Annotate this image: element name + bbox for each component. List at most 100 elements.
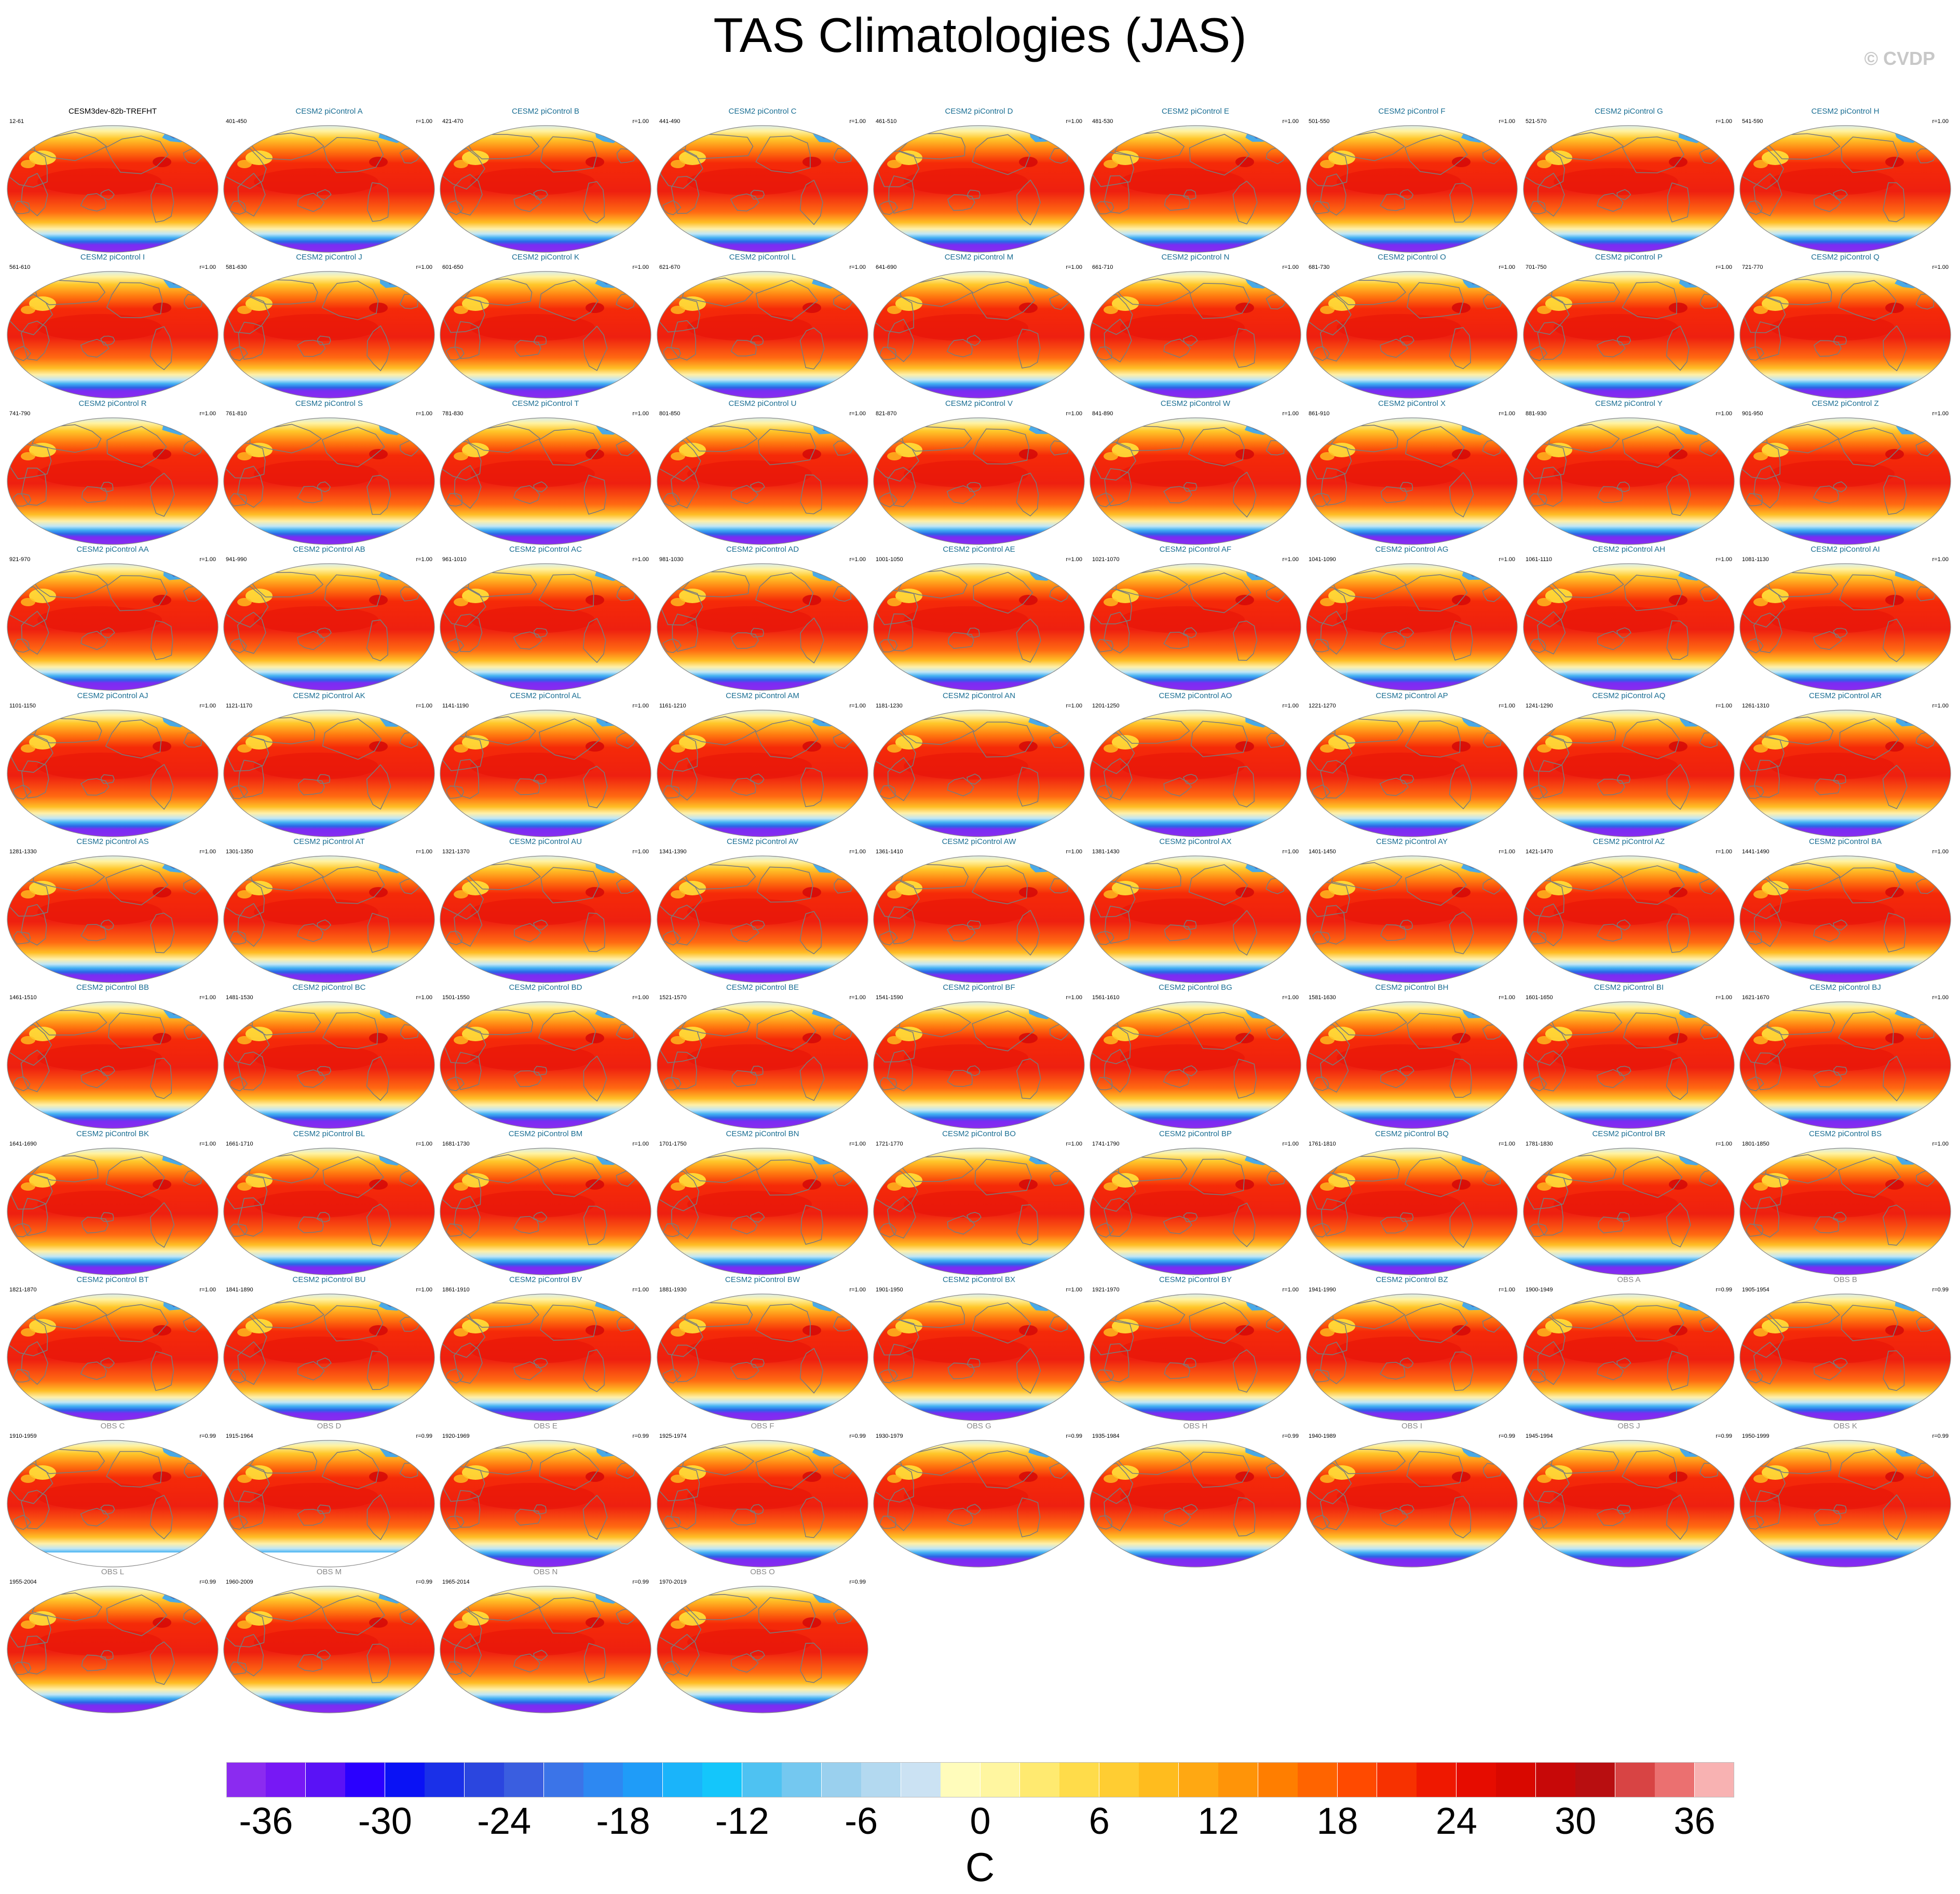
- panel-correlation: r=1.00: [1716, 703, 1733, 709]
- map-panel: CESM2 piControl AY 1401-1450 r=1.00: [1305, 837, 1518, 984]
- panel-title: CESM2 piControl AP: [1376, 691, 1448, 700]
- colorbar-swatch: [385, 1762, 425, 1797]
- colorbar-tick-label: 0: [970, 1801, 991, 1842]
- colorbar-swatch: [1496, 1762, 1536, 1797]
- colorbar-swatch: [861, 1762, 902, 1797]
- colorbar-swatch: [1099, 1762, 1139, 1797]
- colorbar-swatch: [1019, 1762, 1060, 1797]
- map-globe: [223, 855, 435, 983]
- map-panel: OBS M 1960-2009 r=0.99: [223, 1568, 435, 1714]
- map-panel: CESM2 piControl AS 1281-1330 r=1.00: [6, 837, 219, 984]
- panel-years: 1935-1984: [1092, 1433, 1120, 1439]
- panel-correlation: r=0.99: [416, 1579, 433, 1585]
- map-globe: [1739, 271, 1951, 399]
- map-panel: CESM2 piControl BN 1701-1750 r=1.00: [656, 1129, 869, 1276]
- panel-years: 961-1010: [442, 556, 467, 563]
- map-panel: CESM2 piControl BZ 1941-1990 r=1.00: [1305, 1275, 1518, 1422]
- map-panel: CESM2 piControl N 661-710 r=1.00: [1089, 253, 1302, 399]
- map-globe: [7, 1440, 219, 1568]
- map-globe: [1739, 1148, 1951, 1275]
- map-globe: [7, 1148, 219, 1275]
- map-panel: CESM2 piControl W 841-890 r=1.00: [1089, 399, 1302, 546]
- map-panel-grid: CESM3dev-82b-TREFHT 12-61 CESM2 piControl …: [6, 107, 1952, 1714]
- panel-years: 1201-1250: [1092, 703, 1120, 709]
- map-globe: [657, 417, 868, 545]
- panel-years: 1301-1350: [226, 849, 253, 855]
- panel-correlation: r=1.00: [416, 703, 433, 709]
- panel-correlation: r=1.00: [1716, 411, 1733, 417]
- panel-years: 441-490: [659, 118, 680, 125]
- colorbar-tick-label: 24: [1435, 1801, 1477, 1842]
- map-globe: [7, 125, 219, 253]
- panel-correlation: r=0.99: [199, 1433, 216, 1439]
- colorbar-swatch: [1059, 1762, 1100, 1797]
- panel-years: 1441-1490: [1742, 849, 1770, 855]
- panel-title: CESM2 piControl H: [1811, 107, 1880, 116]
- panel-years: 1960-2009: [226, 1579, 253, 1585]
- panel-title: CESM2 piControl BO: [942, 1129, 1016, 1138]
- panel-years: 841-890: [1092, 411, 1113, 417]
- panel-years: 1241-1290: [1526, 703, 1553, 709]
- map-panel: CESM2 piControl BP 1741-1790 r=1.00: [1089, 1129, 1302, 1276]
- map-globe: [873, 1001, 1085, 1129]
- map-panel: CESM2 piControl Q 721-770 r=1.00: [1739, 253, 1952, 399]
- map-panel: CESM2 piControl L 621-670 r=1.00: [656, 253, 869, 399]
- panel-years: 1041-1090: [1309, 556, 1336, 563]
- panel-title: CESM2 piControl AI: [1811, 545, 1880, 554]
- map-globe: [223, 1440, 435, 1568]
- map-panel: OBS D 1915-1964 r=0.99: [223, 1422, 435, 1568]
- map-panel: CESM2 piControl T 781-830 r=1.00: [439, 399, 652, 546]
- map-panel: OBS C 1910-1959 r=0.99: [6, 1422, 219, 1568]
- map-globe: [1306, 710, 1518, 837]
- panel-years: 1461-1510: [9, 994, 37, 1001]
- panel-years: 1930-1979: [876, 1433, 903, 1439]
- colorbar-swatch: [1258, 1762, 1298, 1797]
- map-globe: [1739, 417, 1951, 545]
- panel-years: 621-670: [659, 264, 680, 270]
- panel-title: CESM2 piControl S: [295, 399, 363, 408]
- map-panel: CESM2 piControl AZ 1421-1470 r=1.00: [1522, 837, 1735, 984]
- map-globe: [1306, 271, 1518, 399]
- panel-title: OBS J: [1617, 1422, 1640, 1430]
- map-panel: CESM2 piControl AL 1141-1190 r=1.00: [439, 691, 652, 838]
- panel-title: CESM2 piControl AW: [942, 837, 1016, 846]
- panel-title: OBS C: [100, 1422, 125, 1430]
- panel-years: 1021-1070: [1092, 556, 1120, 563]
- colorbar-swatch: [1417, 1762, 1457, 1797]
- panel-title: CESM2 piControl BS: [1808, 1129, 1882, 1138]
- panel-years: 861-910: [1309, 411, 1330, 417]
- panel-title: CESM2 piControl D: [945, 107, 1013, 116]
- map-globe: [873, 417, 1085, 545]
- panel-title: CESM2 piControl Z: [1812, 399, 1879, 408]
- panel-correlation: r=1.00: [1066, 1141, 1083, 1147]
- panel-title: CESM2 piControl BQ: [1375, 1129, 1449, 1138]
- map-globe: [873, 563, 1085, 691]
- colorbar-swatch: [742, 1762, 782, 1797]
- map-globe: [1523, 1440, 1735, 1568]
- panel-correlation: r=1.00: [1499, 556, 1516, 563]
- panel-title: CESM2 piControl BD: [509, 983, 582, 992]
- panel-correlation: r=1.00: [416, 849, 433, 855]
- map-globe: [1306, 1148, 1518, 1275]
- map-panel: CESM2 piControl AE 1001-1050 r=1.00: [873, 545, 1085, 691]
- panel-correlation: r=1.00: [1066, 556, 1083, 563]
- panel-years: 1561-1610: [1092, 994, 1120, 1001]
- panel-correlation: r=1.00: [849, 1141, 866, 1147]
- map-globe: [873, 855, 1085, 983]
- panel-correlation: r=1.00: [1932, 703, 1949, 709]
- panel-title: CESM2 piControl B: [511, 107, 580, 116]
- map-panel: CESM2 piControl AA 921-970 r=1.00: [6, 545, 219, 691]
- map-panel: CESM2 piControl BD 1501-1550 r=1.00: [439, 983, 652, 1129]
- panel-years: 1221-1270: [1309, 703, 1336, 709]
- map-panel: CESM2 piControl AQ 1241-1290 r=1.00: [1522, 691, 1735, 838]
- colorbar: [226, 1762, 1735, 1797]
- panel-correlation: r=1.00: [632, 264, 649, 270]
- map-panel: CESM2 piControl BJ 1621-1670 r=1.00: [1739, 983, 1952, 1129]
- panel-correlation: r=1.00: [1499, 849, 1516, 855]
- panel-title: CESM2 piControl BX: [942, 1275, 1016, 1284]
- panel-correlation: r=1.00: [1499, 703, 1516, 709]
- panel-years: 721-770: [1742, 264, 1763, 270]
- panel-years: 1950-1999: [1742, 1433, 1770, 1439]
- panel-correlation: r=1.00: [199, 556, 216, 563]
- panel-years: 1900-1949: [1526, 1287, 1553, 1293]
